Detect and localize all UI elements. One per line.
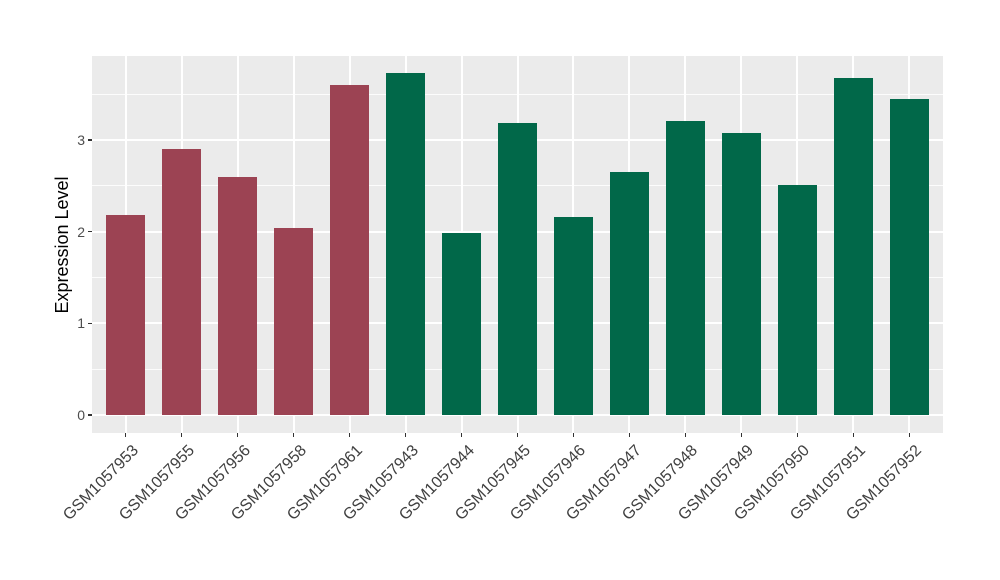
bar-GSM1057948 <box>665 120 705 415</box>
x-axis-tick <box>908 433 911 437</box>
x-axis-tick <box>516 433 519 437</box>
bar-GSM1057953 <box>106 215 146 415</box>
y-axis-tick <box>87 230 92 233</box>
bar-GSM1057949 <box>721 133 761 415</box>
y-tick-label: 3 <box>77 131 85 148</box>
bar-GSM1057946 <box>553 216 593 415</box>
x-axis-tick <box>628 433 631 437</box>
bar-GSM1057961 <box>330 84 370 415</box>
bar-GSM1057944 <box>442 232 481 415</box>
x-axis-tick <box>180 433 183 437</box>
x-axis-tick <box>740 433 743 437</box>
y-axis-tick <box>87 139 92 141</box>
bar-GSM1057951 <box>833 77 873 415</box>
x-axis-tick <box>292 433 295 437</box>
x-axis-tick <box>572 433 575 437</box>
bar-GSM1057952 <box>889 98 929 415</box>
x-axis-tick <box>460 433 463 437</box>
bar-GSM1057943 <box>386 72 426 415</box>
bar-GSM1057958 <box>274 227 314 415</box>
x-axis-tick <box>684 433 687 437</box>
x-axis-tick <box>852 433 855 437</box>
y-tick-label: 2 <box>77 223 85 240</box>
bar-GSM1057956 <box>218 176 258 415</box>
bar-GSM1057945 <box>498 123 537 415</box>
x-axis-tick <box>348 433 351 437</box>
bar-GSM1057950 <box>777 184 817 415</box>
bar-GSM1057955 <box>162 149 202 415</box>
y-tick-label: 0 <box>77 407 85 423</box>
x-axis-tick <box>404 433 407 437</box>
y-axis-tick <box>87 414 92 416</box>
x-axis-tick <box>796 433 799 437</box>
x-axis-tick <box>236 433 239 437</box>
y-axis-tick <box>87 322 92 325</box>
plot-panel <box>92 56 943 433</box>
bar-GSM1057947 <box>609 171 649 415</box>
y-tick-label: 1 <box>77 315 85 332</box>
x-axis-tick <box>124 433 127 437</box>
